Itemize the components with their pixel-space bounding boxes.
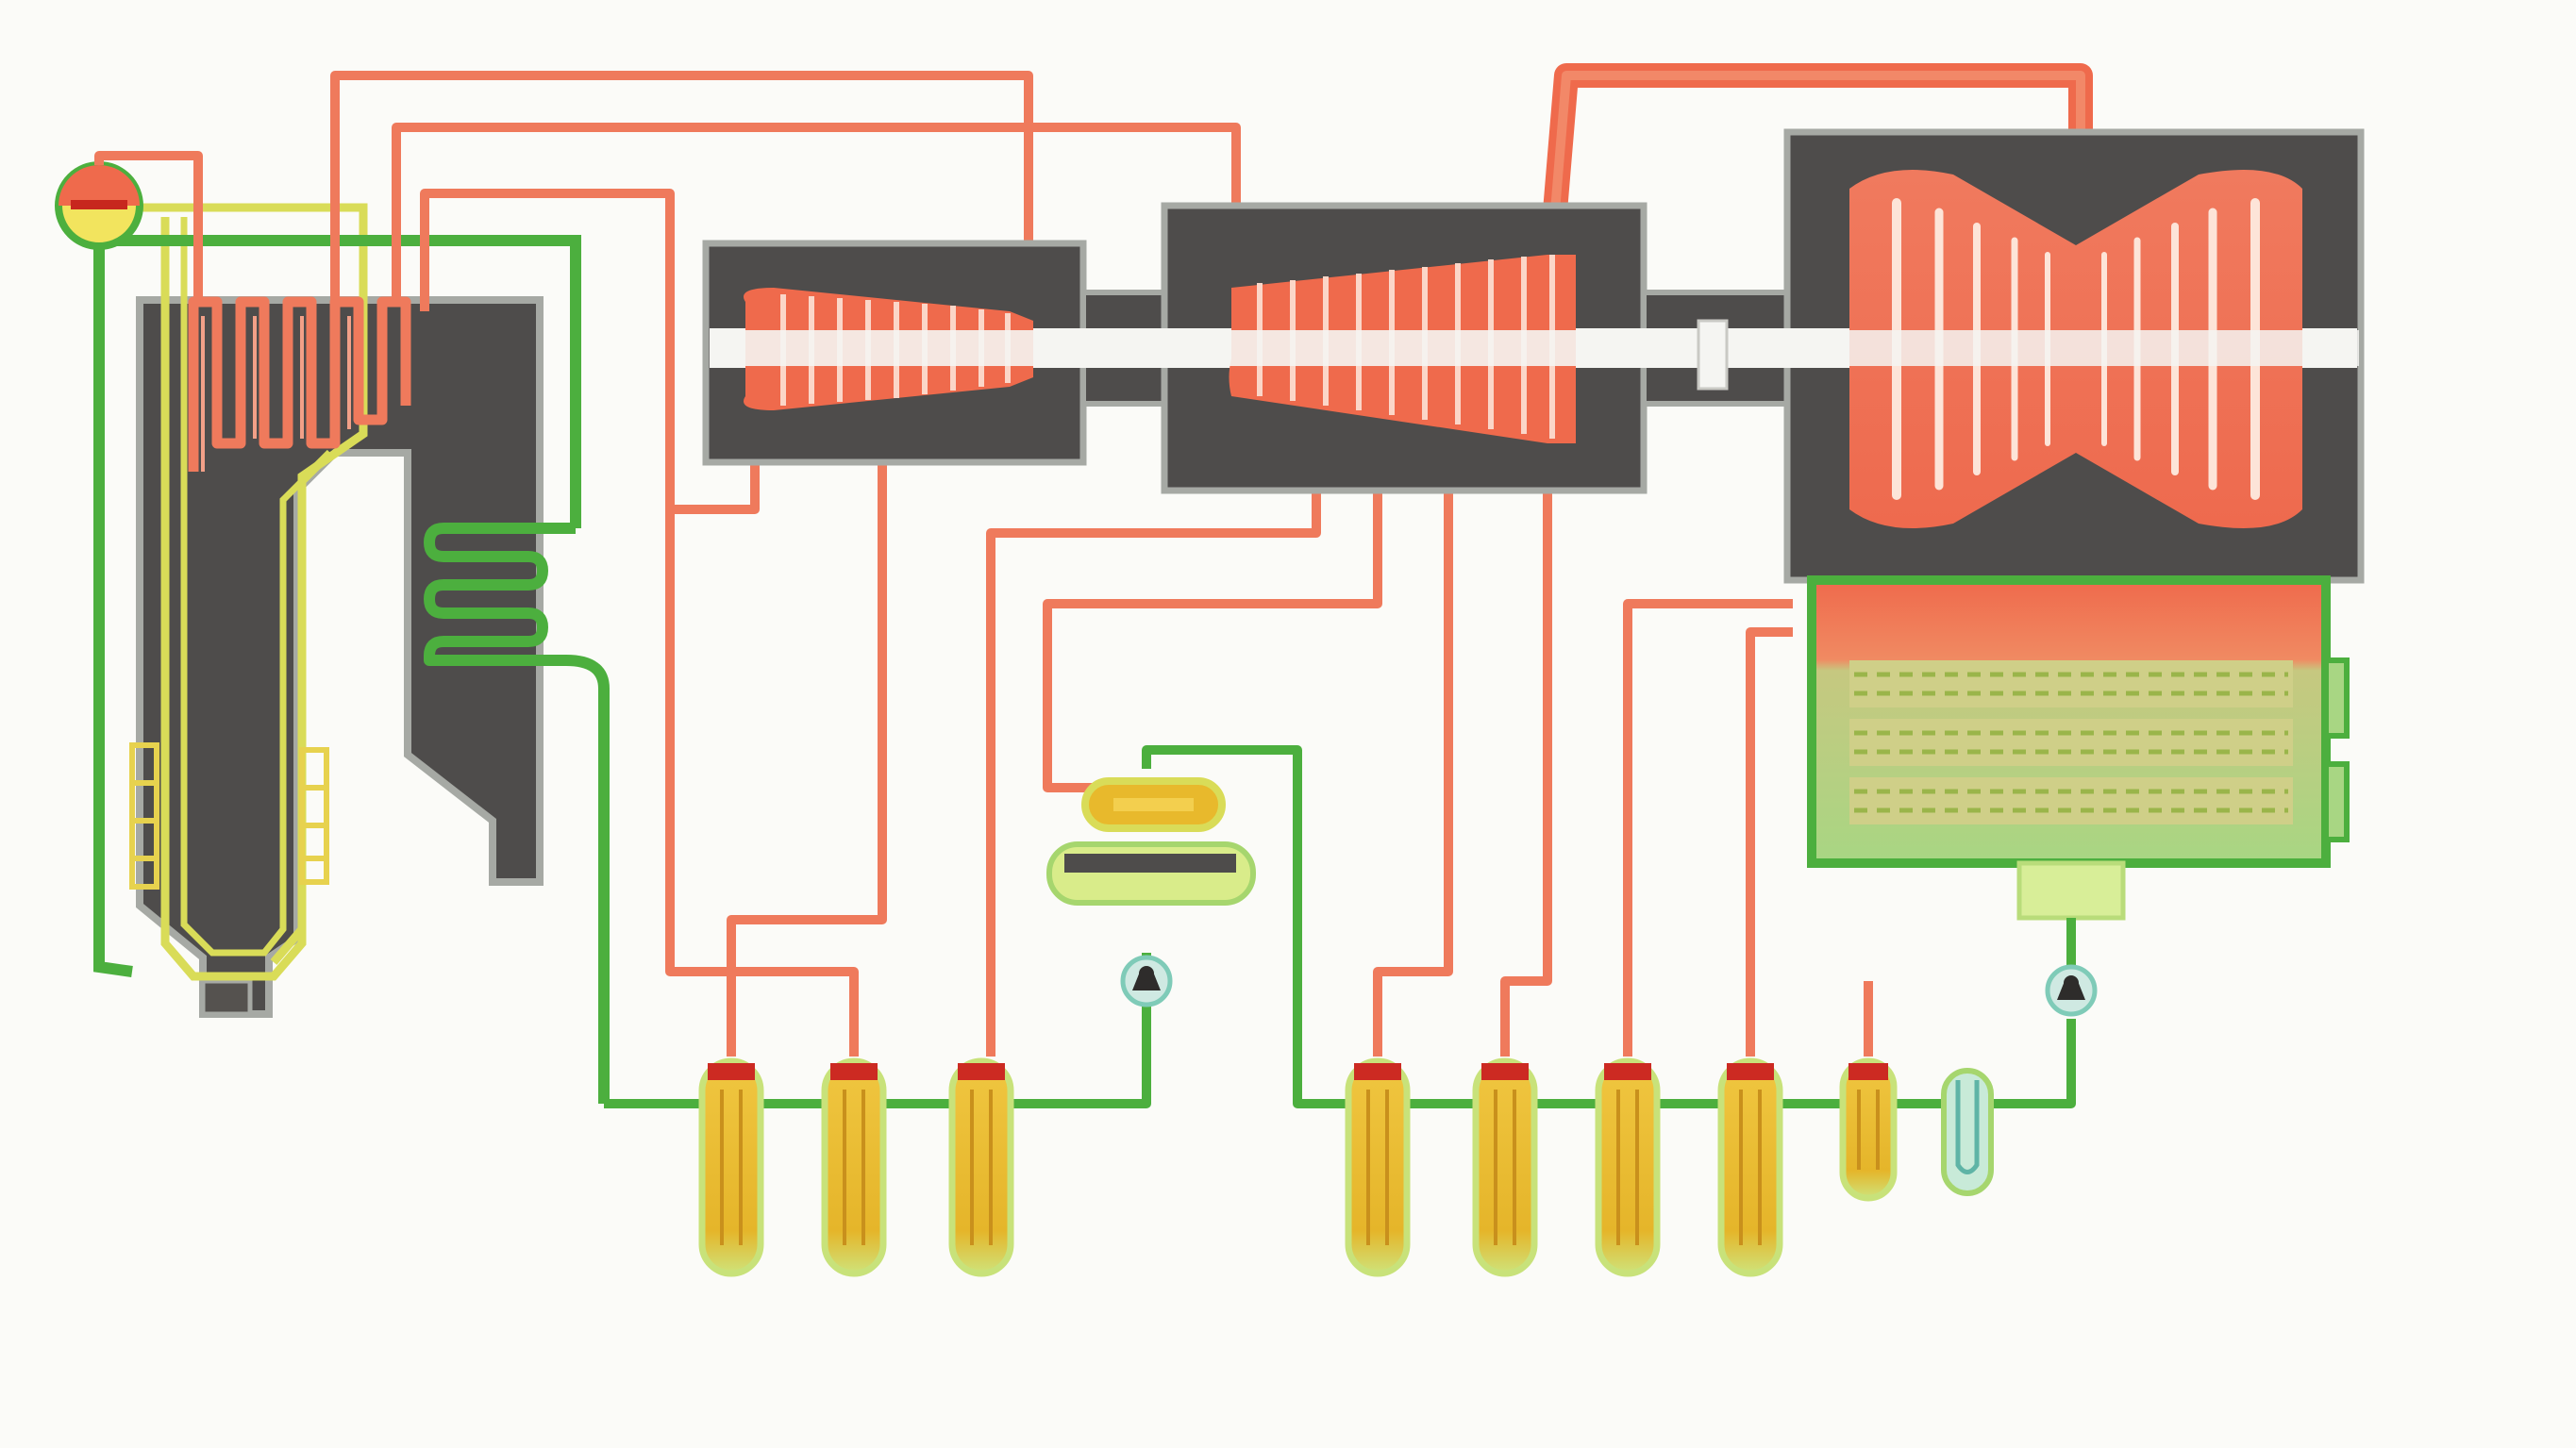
small-heater-1 [1839, 1057, 1898, 1202]
waterwall-right [180, 217, 314, 957]
drum-to-superheater [94, 151, 203, 302]
hp-extraction-3 [665, 509, 859, 1057]
condensate-main [1142, 745, 2076, 1108]
drum-header-green [106, 235, 581, 528]
feedwater-heater-5 [1472, 1057, 1538, 1277]
feedwater-heater-3 [948, 1057, 1014, 1277]
superheater [188, 296, 411, 472]
ip-extraction-4 [1500, 434, 1552, 1057]
feed-pump [1120, 955, 1173, 1007]
lp-extraction-1 [1623, 599, 1793, 1057]
steam-lines [94, 71, 1873, 1057]
ip-extraction-2 [1043, 434, 1382, 792]
condenser [1807, 575, 2350, 972]
deaerator-tank [1046, 841, 1256, 906]
hotwell [2016, 860, 2126, 921]
boiler [55, 161, 610, 1104]
ip-extraction-3 [1373, 434, 1453, 1057]
burners-right [299, 747, 329, 885]
feedwater-heater-2 [821, 1057, 887, 1277]
feedwater-heaters [698, 1057, 1994, 1277]
downcomer [93, 231, 133, 977]
turbine-train [702, 128, 2365, 584]
condenser-side-box-1 [2323, 657, 2350, 739]
superheater-inner [201, 316, 351, 472]
condensate-pump [2045, 964, 2098, 1017]
shaft-coupling-block [1697, 319, 1729, 391]
economizer [424, 523, 610, 1104]
main-steam-line [330, 71, 1033, 302]
riser-tube [113, 203, 368, 965]
feedwater-heater-4 [1345, 1057, 1411, 1277]
feedwater-to-boiler [604, 1009, 1151, 1108]
lp-extraction-2 [1746, 627, 1793, 1057]
feedwater-heater-7 [1717, 1057, 1783, 1277]
deaerator [1046, 777, 1256, 906]
ash-hopper [200, 978, 253, 1017]
condenser-side-box-2 [2323, 761, 2350, 842]
condenser-tube-bundle [1849, 660, 2293, 824]
feedwater-heater-6 [1595, 1057, 1661, 1277]
feedwater-heater-1 [698, 1057, 764, 1277]
steam-drum [55, 161, 143, 250]
drain-cooler [1941, 1068, 1994, 1196]
burners-left [129, 742, 159, 890]
hp-extraction-2 [727, 396, 887, 1057]
